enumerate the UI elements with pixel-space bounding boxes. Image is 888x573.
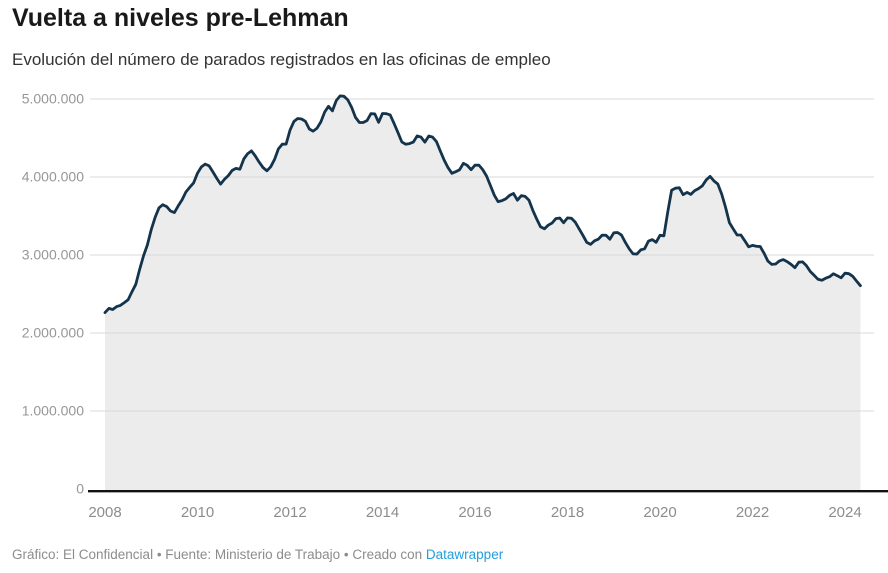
x-tick-label: 2012: [273, 504, 306, 521]
x-tick-label: 2010: [181, 504, 214, 521]
y-tick-label: 1.000.000: [22, 403, 84, 419]
area-fill: [105, 95, 861, 491]
chart-footer: Gráfico: El Confidencial • Fuente: Minis…: [12, 546, 503, 564]
x-tick-label: 2018: [551, 504, 584, 521]
x-tick-label: 2020: [643, 504, 676, 521]
x-tick-label: 2014: [366, 504, 399, 521]
y-tick-label: 5.000.000: [22, 91, 84, 107]
x-tick-label: 2008: [88, 504, 121, 521]
chart-title: Vuelta a niveles pre-Lehman: [12, 4, 349, 32]
y-tick-label: 2.000.000: [22, 325, 84, 341]
footer-attribution-text: Gráfico: El Confidencial • Fuente: Minis…: [12, 547, 426, 562]
x-tick-label: 2022: [736, 504, 769, 521]
y-tick-label: 0: [76, 481, 84, 497]
data-line: [103, 94, 862, 314]
chart-subtitle: Evolución del número de parados registra…: [12, 50, 551, 69]
datawrapper-link[interactable]: Datawrapper: [425, 547, 504, 562]
x-tick-label: 2016: [458, 504, 491, 521]
x-tick-label: 2024: [828, 504, 861, 521]
y-tick-label: 3.000.000: [22, 247, 84, 263]
y-tick-label: 4.000.000: [22, 169, 84, 185]
